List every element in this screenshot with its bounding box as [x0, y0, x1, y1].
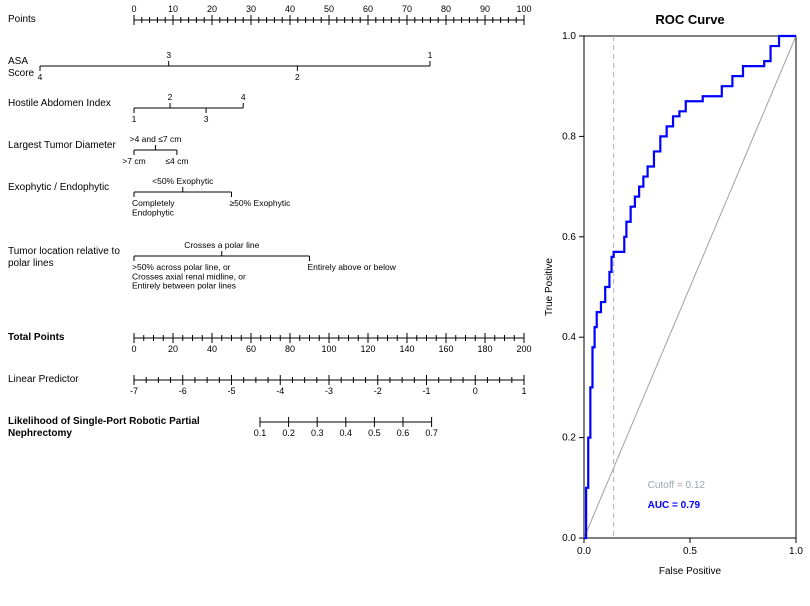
svg-text:0: 0 [131, 4, 136, 14]
svg-text:>50% across polar line, orCros: >50% across polar line, orCrosses axial … [132, 262, 246, 291]
svg-text:≥50% Exophytic: ≥50% Exophytic [230, 198, 292, 208]
svg-text:120: 120 [360, 344, 375, 354]
svg-text:90: 90 [480, 4, 490, 14]
svg-text:0.2: 0.2 [282, 428, 295, 438]
svg-text:CompletelyEndophytic: CompletelyEndophytic [132, 198, 175, 217]
svg-text:0.3: 0.3 [311, 428, 324, 438]
svg-text:Entirely above or below: Entirely above or below [308, 262, 397, 272]
svg-text:70: 70 [402, 4, 412, 14]
row-diameter: Largest Tumor Diameter >4 and ≤7 cm>7 cm… [8, 134, 538, 168]
svg-text:True Positive: True Positive [544, 258, 555, 316]
hostile-axis: 2 4 1 3 [134, 92, 538, 126]
points-axis: 0102030405060708090100 [134, 8, 538, 42]
row-hostile: Hostile Abdomen Index 2 4 1 3 [8, 92, 538, 126]
svg-text:<50% Exophytic: <50% Exophytic [152, 176, 214, 186]
svg-text:-7: -7 [130, 386, 138, 396]
row-polar: Tumor location relative to polar lines C… [8, 240, 538, 318]
total-axis: 0 20 40 60 80 100 120 140 160 180 200 [134, 326, 538, 360]
asa-label: ASA Score [8, 50, 40, 80]
svg-text:0.7: 0.7 [425, 428, 438, 438]
nomogram-panel: Points 0102030405060708090100 ASA Score … [8, 8, 538, 598]
polar-label: Tumor location relative to polar lines [8, 240, 134, 270]
svg-text:0.8: 0.8 [562, 131, 576, 142]
diameter-label: Largest Tumor Diameter [8, 134, 134, 152]
svg-text:20: 20 [168, 344, 178, 354]
roc-chart: ROC Curve 0.0 0.5 1.0 0.0 0.2 0.4 0.6 0.8 1.0 Fals… [538, 8, 808, 588]
svg-text:-2: -2 [374, 386, 382, 396]
linear-axis: -7-6-5-4-3-2-101 [134, 368, 538, 402]
svg-text:60: 60 [246, 344, 256, 354]
svg-text:0: 0 [131, 344, 136, 354]
svg-text:40: 40 [285, 4, 295, 14]
svg-text:AUC = 0.79: AUC = 0.79 [648, 500, 701, 511]
svg-text:1: 1 [132, 114, 137, 124]
svg-text:ROC Curve: ROC Curve [655, 12, 724, 27]
svg-text:>7 cm: >7 cm [122, 156, 145, 166]
row-linear: Linear Predictor -7 -6 -5 -4 -3 -2 -1 0 1 [8, 368, 538, 402]
svg-text:80: 80 [285, 344, 295, 354]
row-likelihood: Likelihood of Single-Port Robotic Partia… [8, 410, 538, 444]
svg-text:1: 1 [521, 386, 526, 396]
svg-text:1.0: 1.0 [789, 546, 803, 557]
svg-text:100: 100 [516, 4, 531, 14]
svg-text:0.1: 0.1 [254, 428, 267, 438]
svg-text:0.4: 0.4 [562, 332, 576, 343]
svg-text:-1: -1 [422, 386, 430, 396]
svg-text:2: 2 [168, 92, 173, 102]
svg-text:0.4: 0.4 [340, 428, 353, 438]
svg-text:20: 20 [207, 4, 217, 14]
svg-text:-4: -4 [276, 386, 284, 396]
svg-text:1: 1 [428, 50, 433, 60]
diameter-axis: >4 and ≤7 cm>7 cm≤4 cm [134, 134, 538, 168]
svg-text:Cutoff = 0.12: Cutoff = 0.12 [648, 480, 706, 491]
svg-text:0.0: 0.0 [562, 533, 576, 544]
svg-text:0.5: 0.5 [368, 428, 381, 438]
svg-text:200: 200 [516, 344, 531, 354]
svg-text:4: 4 [38, 72, 43, 82]
svg-text:>4 and ≤7 cm: >4 and ≤7 cm [130, 134, 182, 144]
svg-text:100: 100 [321, 344, 336, 354]
exo-label: Exophytic / Endophytic [8, 176, 134, 194]
likelihood-label: Likelihood of Single-Port Robotic Partia… [8, 410, 260, 440]
asa-axis: 3 1 4 2 [40, 50, 550, 84]
svg-text:3: 3 [166, 50, 171, 60]
svg-text:Crosses a polar line: Crosses a polar line [184, 240, 259, 250]
points-label: Points [8, 8, 134, 26]
svg-text:180: 180 [477, 344, 492, 354]
roc-panel: ROC Curve 0.0 0.5 1.0 0.0 0.2 0.4 0.6 0.8 1.0 Fals… [538, 8, 808, 598]
svg-text:50: 50 [324, 4, 334, 14]
svg-text:4: 4 [241, 92, 246, 102]
svg-text:140: 140 [399, 344, 414, 354]
row-exo: Exophytic / Endophytic <50% Exophytic Com… [8, 176, 538, 232]
svg-text:-6: -6 [179, 386, 187, 396]
polar-axis: Crosses a polar line >50% across polar li… [134, 240, 538, 318]
svg-text:40: 40 [207, 344, 217, 354]
svg-text:1.0: 1.0 [562, 31, 576, 42]
exo-axis: <50% Exophytic CompletelyEndophytic ≥50% E… [134, 176, 538, 232]
row-points: Points 0102030405060708090100 [8, 8, 538, 42]
svg-text:30: 30 [246, 4, 256, 14]
row-total: Total Points 0 20 40 60 80 100 120 140 160 180 200 [8, 326, 538, 360]
svg-text:80: 80 [441, 4, 451, 14]
svg-text:False Positive: False Positive [659, 566, 722, 577]
svg-text:0: 0 [473, 386, 478, 396]
svg-text:0.6: 0.6 [562, 232, 576, 243]
linear-label: Linear Predictor [8, 368, 134, 386]
svg-text:0.5: 0.5 [683, 546, 697, 557]
svg-text:160: 160 [438, 344, 453, 354]
row-asa: ASA Score 3 1 4 2 [8, 50, 538, 84]
hostile-label: Hostile Abdomen Index [8, 92, 134, 110]
svg-text:3: 3 [204, 114, 209, 124]
svg-text:≤4 cm: ≤4 cm [165, 156, 188, 166]
svg-text:60: 60 [363, 4, 373, 14]
svg-text:0.0: 0.0 [577, 546, 591, 557]
svg-text:0.2: 0.2 [562, 433, 576, 444]
svg-text:-3: -3 [325, 386, 333, 396]
svg-text:0.6: 0.6 [397, 428, 410, 438]
likelihood-axis: 0.10.20.30.40.50.60.7 [260, 410, 432, 444]
total-label: Total Points [8, 326, 134, 344]
svg-text:10: 10 [168, 4, 178, 14]
svg-text:-5: -5 [227, 386, 235, 396]
svg-text:2: 2 [295, 72, 300, 82]
